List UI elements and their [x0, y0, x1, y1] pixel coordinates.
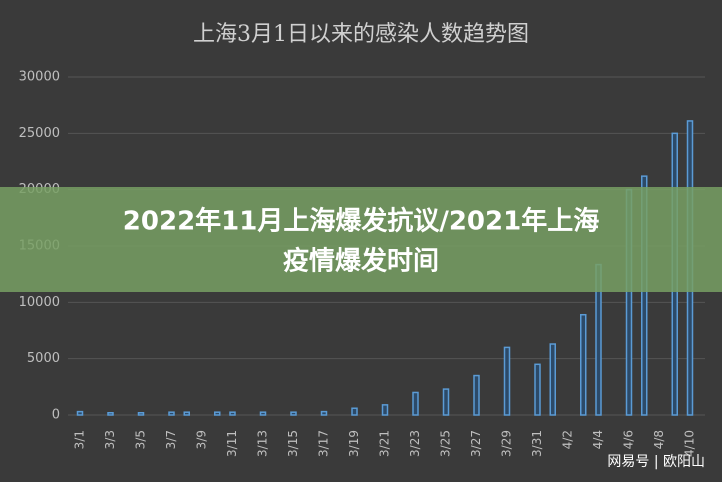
x-tick-label: 4/8	[652, 430, 666, 449]
banner-text: 2022年11月上海爆发抗议/2021年上海	[123, 206, 599, 237]
x-tick-label: 3/15	[286, 430, 300, 457]
bar	[290, 411, 297, 416]
bar	[259, 411, 267, 416]
y-tick-label: 0	[52, 408, 60, 423]
x-tick-label: 3/3	[103, 430, 117, 449]
x-tick-label: 3/31	[530, 430, 544, 457]
bar	[168, 411, 175, 416]
x-tick-label: 3/25	[439, 430, 453, 457]
y-tick-label: 30000	[19, 70, 60, 85]
bar	[214, 411, 221, 416]
x-tick-label: 3/5	[134, 430, 148, 449]
bar	[229, 411, 236, 416]
chart-title: 上海3月1日以来的感染人数趋势图	[193, 22, 529, 47]
bar	[503, 346, 511, 416]
banner-text: 疫情爆发时间	[283, 246, 439, 277]
x-tick-label: 3/29	[500, 430, 514, 457]
x-tick-label: 3/7	[164, 430, 178, 449]
bar	[442, 388, 450, 416]
bar	[107, 411, 114, 416]
watermark: 网易号 | 欧阳山	[607, 454, 705, 470]
x-tick-label: 3/17	[317, 430, 331, 457]
y-tick-label: 25000	[19, 126, 60, 141]
bar	[320, 410, 328, 416]
x-tick-label: 3/1	[73, 430, 87, 449]
bar	[473, 374, 480, 416]
bar	[351, 407, 358, 416]
x-tick-label: 3/13	[256, 430, 270, 457]
bar	[549, 343, 556, 416]
banner	[0, 187, 722, 292]
bar	[76, 410, 84, 416]
bar	[580, 313, 587, 416]
x-tick-label: 4/6	[622, 430, 636, 449]
bar	[183, 411, 190, 416]
x-tick-label: 3/23	[408, 430, 422, 457]
x-tick-label: 3/9	[195, 430, 209, 449]
y-tick-label: 5000	[27, 351, 60, 366]
x-tick-label: 3/21	[378, 430, 392, 457]
x-tick-label: 3/11	[225, 430, 239, 457]
x-tick-label: 4/4	[591, 430, 605, 449]
bar	[641, 175, 648, 416]
x-tick-label: 4/2	[561, 430, 575, 449]
bar	[412, 391, 419, 416]
y-tick-label: 10000	[19, 295, 60, 310]
x-tick-label: 4/10	[683, 430, 697, 457]
bar	[534, 363, 541, 416]
x-tick-label: 3/19	[347, 430, 361, 457]
x-tick-label: 3/27	[469, 430, 483, 457]
bar	[137, 411, 145, 416]
bar	[381, 404, 389, 416]
